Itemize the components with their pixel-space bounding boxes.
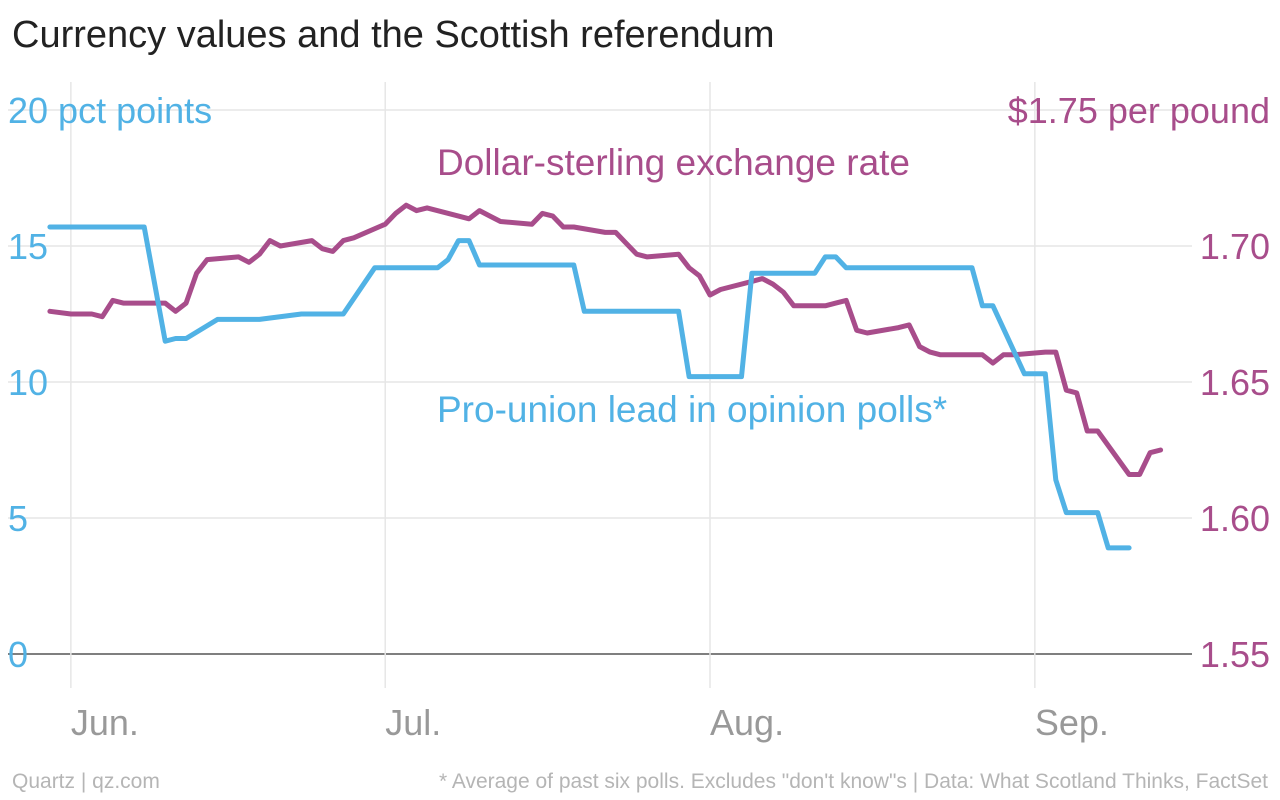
exchange-rate-annotation: Dollar-sterling exchange rate [437, 142, 910, 183]
left-axis-tick-label: 0 [8, 634, 28, 675]
x-axis-tick-label: Jun. [71, 702, 139, 743]
left-axis-tick-label: 10 [8, 362, 48, 403]
x-axis-tick-label: Jul. [385, 702, 441, 743]
right-axis-tick-label: 1.65 [1200, 362, 1270, 403]
x-axis-tick-label: Sep. [1035, 702, 1109, 743]
series-lines [47, 202, 1164, 551]
poll-lead-line [47, 224, 1132, 551]
source-credit: Quartz | qz.com [12, 770, 160, 793]
footnote: * Average of past six polls. Excludes "d… [438, 770, 1268, 793]
chart-title: Currency values and the Scottish referen… [12, 14, 775, 56]
right-axis-tick-label: 1.55 [1200, 634, 1270, 675]
x-axis-tick-label: Aug. [710, 702, 784, 743]
axis-ticks: 0 1.55 5 1.60 10 1.65 15 1.70 20 pct points $1.75… [8, 90, 1270, 743]
exchange-rate-line [47, 202, 1164, 477]
gridlines [8, 82, 1192, 688]
poll-lead-annotation: Pro-union lead in opinion polls* [437, 389, 947, 430]
left-axis-tick-label: 15 [8, 226, 48, 267]
left-axis-tick-label: 5 [8, 498, 28, 539]
left-axis-tick-label: 20 pct points [8, 90, 212, 131]
right-axis-tick-label: 1.70 [1200, 226, 1270, 267]
right-axis-tick-label: $1.75 per pound [1008, 90, 1270, 131]
right-axis-tick-label: 1.60 [1200, 498, 1270, 539]
